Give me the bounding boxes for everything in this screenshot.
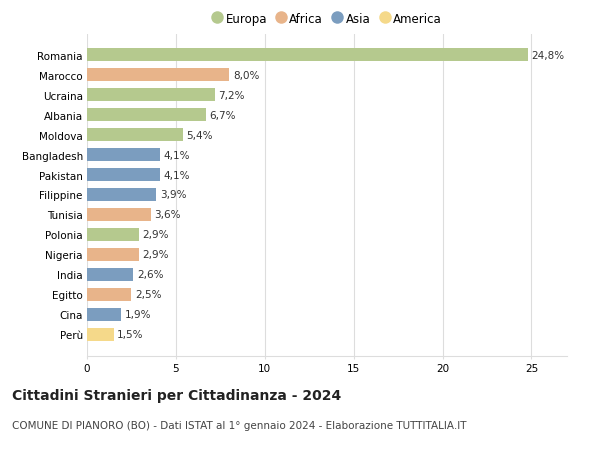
Text: 3,9%: 3,9% xyxy=(160,190,187,200)
Text: 1,5%: 1,5% xyxy=(117,330,144,340)
Bar xyxy=(87,189,157,202)
Bar xyxy=(87,248,139,261)
Bar xyxy=(87,149,160,162)
Text: 24,8%: 24,8% xyxy=(532,50,565,61)
Bar xyxy=(87,229,139,241)
Text: 2,9%: 2,9% xyxy=(142,230,169,240)
Text: 2,6%: 2,6% xyxy=(137,270,163,280)
Bar xyxy=(87,208,151,222)
Bar xyxy=(87,288,131,301)
Text: 1,9%: 1,9% xyxy=(124,310,151,319)
Text: COMUNE DI PIANORO (BO) - Dati ISTAT al 1° gennaio 2024 - Elaborazione TUTTITALIA: COMUNE DI PIANORO (BO) - Dati ISTAT al 1… xyxy=(12,420,467,430)
Text: 4,1%: 4,1% xyxy=(163,170,190,180)
Bar xyxy=(87,49,528,62)
Text: 5,4%: 5,4% xyxy=(187,130,213,140)
Text: 8,0%: 8,0% xyxy=(233,71,259,80)
Text: 3,6%: 3,6% xyxy=(155,210,181,220)
Text: 4,1%: 4,1% xyxy=(163,150,190,160)
Text: 7,2%: 7,2% xyxy=(218,90,245,101)
Bar xyxy=(87,129,183,142)
Legend: Europa, Africa, Asia, America: Europa, Africa, Asia, America xyxy=(208,8,446,31)
Bar xyxy=(87,69,229,82)
Bar xyxy=(87,328,113,341)
Bar xyxy=(87,168,160,182)
Text: 2,9%: 2,9% xyxy=(142,250,169,260)
Bar xyxy=(87,109,206,122)
Bar xyxy=(87,269,133,281)
Text: 2,5%: 2,5% xyxy=(135,290,161,300)
Text: Cittadini Stranieri per Cittadinanza - 2024: Cittadini Stranieri per Cittadinanza - 2… xyxy=(12,388,341,402)
Text: 6,7%: 6,7% xyxy=(209,110,236,120)
Bar xyxy=(87,308,121,321)
Bar xyxy=(87,89,215,102)
